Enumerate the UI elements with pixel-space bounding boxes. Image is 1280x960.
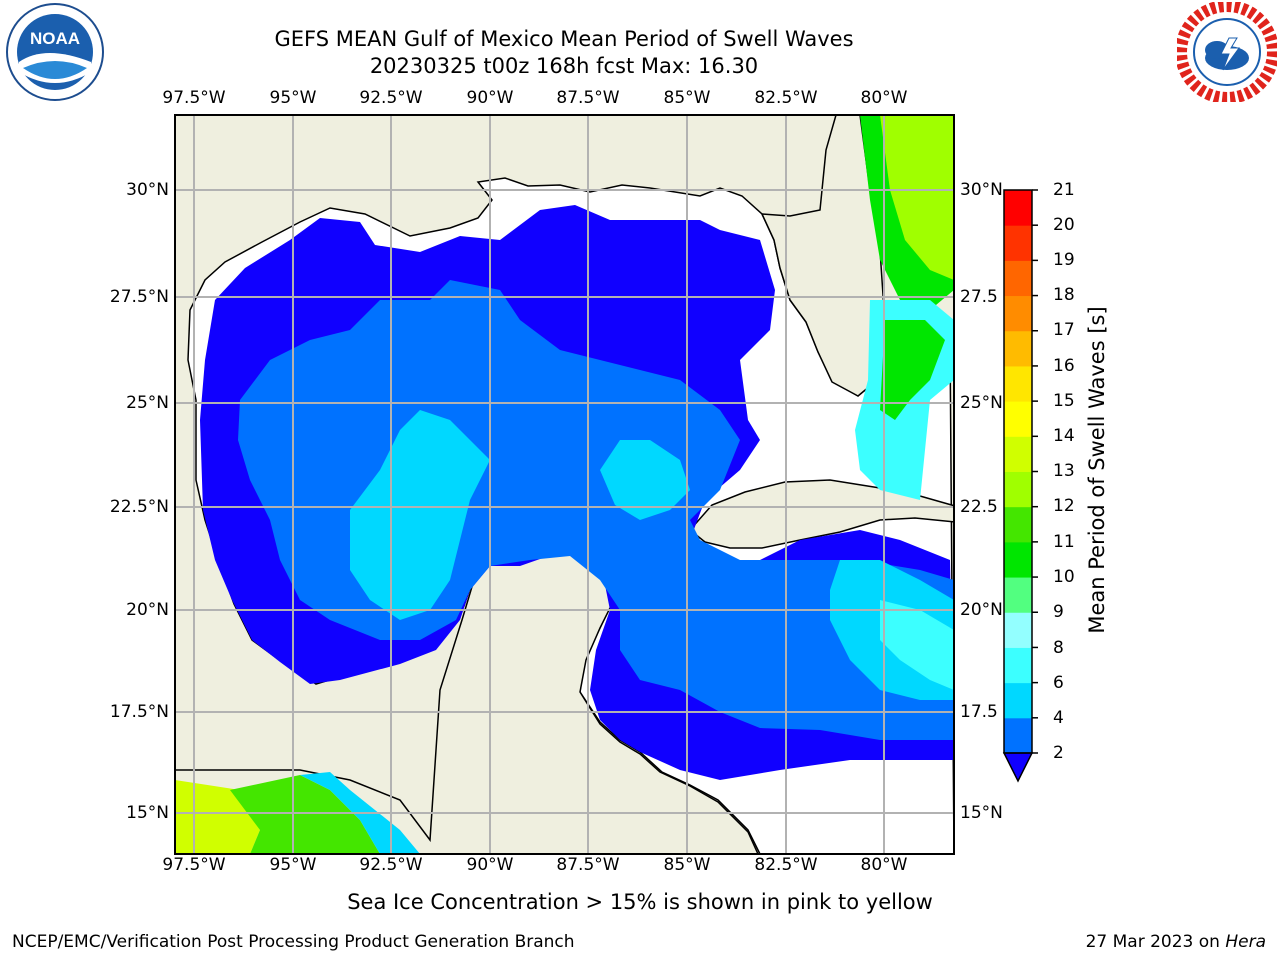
cuba-island	[688, 479, 954, 549]
lat-label-right: 15°N	[960, 803, 1003, 823]
colorbar	[1002, 189, 1038, 783]
colorbar-tick: 19	[1053, 250, 1075, 270]
colorbar-tick: 8	[1053, 638, 1064, 658]
colorbar-tick: 10	[1053, 567, 1075, 587]
contour-atlantic-yellow	[880, 115, 954, 280]
colorbar-tick: 20	[1053, 215, 1075, 235]
lon-label-top: 85°W	[663, 88, 711, 108]
contour-6-8	[880, 600, 954, 690]
colorbar-segment	[1004, 436, 1032, 472]
colorbar-tick: 17	[1053, 320, 1075, 340]
lon-label-top: 87.5°W	[556, 88, 620, 108]
colorbar-segment	[1004, 330, 1032, 367]
lat-label-left: 30°N	[126, 180, 169, 200]
colorbar-segment	[1004, 682, 1032, 719]
colorbar-segment	[1004, 541, 1032, 578]
colorbar-tick: 15	[1053, 391, 1075, 411]
map-title: GEFS MEAN Gulf of Mexico Mean Period of …	[274, 27, 854, 51]
lat-label-right: 17.5	[960, 702, 998, 722]
colorbar-tick: 16	[1053, 356, 1075, 376]
lon-label-top: 92.5°W	[359, 88, 423, 108]
colorbar-segment	[1004, 506, 1032, 543]
lat-label-right: 22.5	[960, 497, 998, 517]
colorbar-segment	[1004, 365, 1032, 402]
colorbar-tick: 13	[1053, 461, 1075, 481]
colorbar-segment	[1004, 401, 1032, 437]
lat-label-left: 25°N	[126, 393, 169, 413]
map-frame	[174, 114, 955, 855]
colorbar-tick: 6	[1053, 673, 1064, 693]
sea-ice-note: Sea Ice Concentration > 15% is shown in …	[347, 890, 933, 914]
colorbar-segment	[1004, 295, 1032, 332]
lat-label-right: 27.5	[960, 287, 998, 307]
credit-machine: Hera	[1225, 932, 1266, 952]
map-subtitle: 20230325 t00z 168h fcst Max: 16.30	[369, 54, 759, 78]
credit-date: 27 Mar 2023 on	[1085, 932, 1220, 952]
lat-label-left: 17.5°N	[109, 702, 169, 722]
colorbar-tick: 12	[1053, 496, 1075, 516]
contour-2-4	[238, 280, 954, 740]
lat-label-left: 22.5°N	[109, 497, 169, 517]
svg-text:NOAA: NOAA	[30, 29, 80, 48]
credit-right: 27 Mar 2023 on Hera	[1086, 932, 1266, 952]
lon-label-bottom: 87.5°W	[556, 855, 620, 875]
lon-label-top: 82.5°W	[754, 88, 818, 108]
colorbar-segment	[1004, 190, 1032, 226]
colorbar-segment	[1004, 225, 1032, 261]
colorbar-tick: 4	[1053, 708, 1064, 728]
colorbar-extend-triangle	[1002, 752, 1034, 783]
lat-label-left: 27.5°N	[109, 287, 169, 307]
lon-label-bottom: 90°W	[466, 855, 514, 875]
lat-label-left: 20°N	[126, 600, 169, 620]
colorbar-segment	[1004, 577, 1032, 613]
colorbar-tick: 2	[1053, 743, 1064, 763]
lat-label-right: 25°N	[960, 393, 1003, 413]
lon-label-bottom: 92.5°W	[359, 855, 423, 875]
noaa-logo: NOAA	[6, 3, 104, 101]
colorbar-segment	[1004, 717, 1032, 754]
credit-left: NCEP/EMC/Verification Post Processing Pr…	[12, 932, 575, 952]
lon-label-bottom: 82.5°W	[754, 855, 818, 875]
lon-label-top: 80°W	[860, 88, 908, 108]
colorbar-segment	[1004, 647, 1032, 684]
colorbar-tick: 11	[1053, 532, 1075, 552]
colorbar-segment	[1004, 260, 1032, 297]
lon-label-bottom: 85°W	[663, 855, 711, 875]
lon-label-top: 90°W	[466, 88, 514, 108]
contour-4-6	[350, 410, 490, 620]
lon-label-top: 97.5°W	[162, 88, 226, 108]
graticule	[175, 115, 954, 854]
colorbar-tick: 18	[1053, 285, 1075, 305]
nws-logo	[1177, 2, 1277, 102]
contour-pacific-green	[230, 775, 380, 854]
lon-label-top: 95°W	[269, 88, 317, 108]
colorbar-segment	[1004, 471, 1032, 508]
colorbar-title: Mean Period of Swell Waves [s]	[1085, 306, 1109, 634]
colorbar-segment	[1004, 612, 1032, 648]
colorbar-tick: 14	[1053, 426, 1075, 446]
lon-label-bottom: 97.5°W	[162, 855, 226, 875]
lat-label-right: 30°N	[960, 180, 1003, 200]
lon-label-bottom: 95°W	[269, 855, 317, 875]
lat-label-right: 20°N	[960, 600, 1003, 620]
lon-label-bottom: 80°W	[860, 855, 908, 875]
colorbar-tick: 9	[1053, 602, 1064, 622]
colorbar-tick: 21	[1053, 180, 1075, 200]
contour-atlantic-green2	[880, 320, 945, 420]
lat-label-left: 15°N	[126, 803, 169, 823]
contour-4-6b	[600, 440, 690, 520]
